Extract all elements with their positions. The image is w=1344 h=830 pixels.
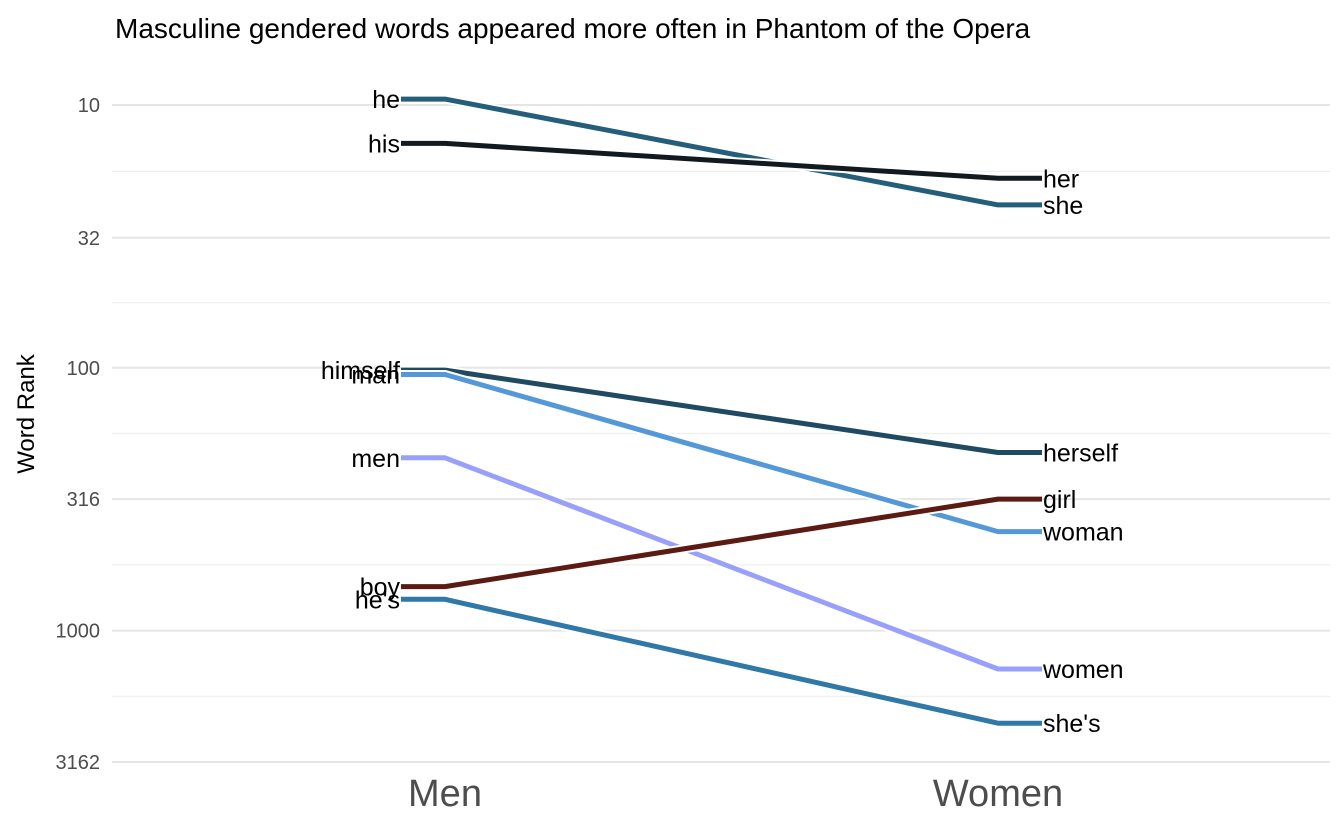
word-label-women: women [1042,656,1124,684]
series-lines [401,94,1042,728]
word-label-men: he [372,86,400,114]
series-line [401,140,1042,181]
y-axis-label: Word Rank [13,353,40,474]
series-line [401,596,1042,726]
word-labels: he she his her himself herself man woman men wome… [321,86,1124,738]
x-axis-ticks: Men Women [408,773,1063,815]
word-label-men: man [351,361,400,389]
y-tick-label: 10 [78,95,100,117]
y-tick-label: 316 [67,489,100,511]
gridlines [112,104,1330,763]
chart-title: Masculine gendered words appeared more o… [115,13,1031,44]
series-line [401,455,1042,672]
x-tick-label: Men [408,773,482,815]
word-label-women: her [1043,165,1079,193]
series-line [401,496,1042,590]
y-tick-label: 1000 [56,621,101,643]
series-line [401,372,1042,535]
y-tick-label: 3162 [56,752,101,774]
word-label-women: girl [1043,486,1076,514]
y-axis-ticks: 10 32 100 316 1000 3162 [56,95,101,774]
word-label-men: himself [321,357,400,385]
word-label-women: woman [1042,519,1124,547]
word-label-men: men [351,445,400,473]
series-line [401,367,1042,455]
word-label-men: boy [360,574,401,602]
y-tick-label: 32 [78,228,100,250]
y-tick-label: 100 [67,358,100,380]
word-label-women: herself [1043,439,1118,467]
word-label-women: she's [1043,710,1101,738]
word-label-men: he's [355,586,400,614]
word-label-men: his [368,130,400,158]
word-label-women: she [1043,192,1083,220]
series-line [401,96,1042,208]
x-tick-label: Women [933,773,1063,815]
